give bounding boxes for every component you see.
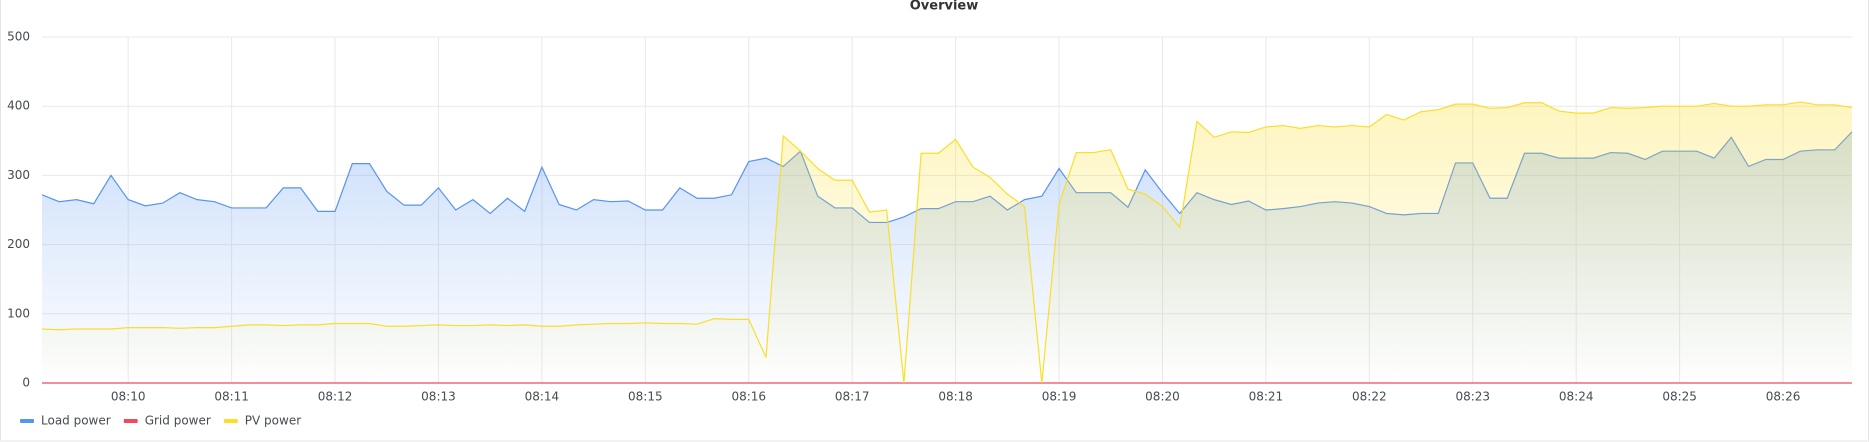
legend-swatch (123, 419, 138, 423)
y-tick-label: 500 (7, 30, 30, 44)
x-tick-label: 08:23 (1455, 390, 1490, 404)
legend-label: Load power (41, 414, 111, 428)
x-tick-label: 08:21 (1249, 390, 1284, 404)
x-tick-label: 08:22 (1352, 390, 1387, 404)
legend-swatch (20, 419, 34, 423)
x-tick-label: 08:20 (1145, 390, 1180, 404)
x-tick-label: 08:17 (835, 390, 870, 404)
y-tick-label: 400 (7, 99, 30, 113)
chart-title: Overview (910, 0, 979, 14)
x-tick-label: 08:12 (318, 390, 353, 404)
x-tick-label: 08:16 (731, 390, 766, 404)
y-tick-label: 0 (22, 376, 30, 390)
legend-swatch (223, 419, 238, 423)
x-tick-label: 08:13 (421, 390, 456, 404)
legend-label: PV power (245, 414, 301, 428)
x-tick-label: 08:14 (525, 390, 560, 404)
y-tick-label: 300 (7, 168, 30, 182)
x-tick-label: 08:19 (1042, 390, 1077, 404)
x-tick-label: 08:25 (1662, 390, 1697, 404)
y-tick-label: 100 (7, 306, 30, 320)
x-tick-label: 08:18 (938, 390, 973, 404)
series-area (42, 102, 1852, 384)
x-tick-label: 08:24 (1559, 390, 1594, 404)
x-tick-label: 08:10 (111, 390, 146, 404)
x-tick-label: 08:11 (214, 390, 249, 404)
series-line (41, 101, 1853, 384)
y-tick-label: 200 (7, 237, 30, 251)
x-tick-label: 08:15 (628, 390, 663, 404)
legend-label: Grid power (145, 414, 211, 428)
x-tick-label: 08:26 (1766, 390, 1801, 404)
